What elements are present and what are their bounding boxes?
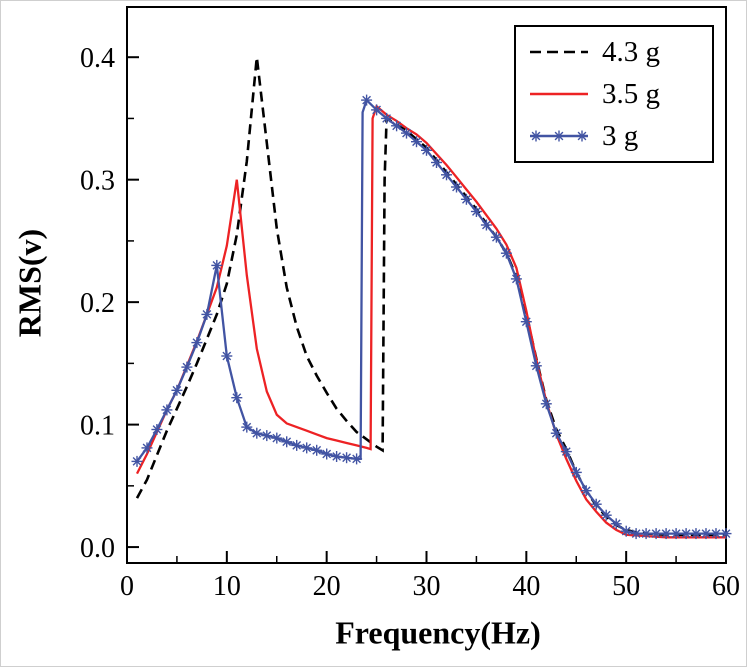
marker-asterisk (721, 529, 731, 538)
marker-asterisk (691, 529, 701, 538)
series-line-3-g (136, 97, 726, 535)
marker-asterisk (272, 433, 282, 443)
y-tick-label: 0.3 (80, 165, 115, 196)
marker-asterisk (531, 131, 541, 141)
marker-asterisk (132, 457, 142, 466)
marker-asterisk (162, 405, 172, 415)
marker-asterisk (382, 114, 391, 123)
marker-asterisk (452, 182, 461, 192)
legend-entry: 3 g (528, 119, 702, 152)
marker-asterisk (621, 526, 631, 536)
marker-asterisk (412, 137, 421, 147)
legend-label: 4.3 g (602, 35, 660, 68)
marker-asterisk (502, 248, 511, 258)
marker-asterisk (512, 274, 521, 284)
legend-line-sample-solid (530, 92, 588, 96)
marker-asterisk (352, 454, 361, 464)
marker-asterisk (292, 441, 302, 450)
x-tick-label: 0 (120, 571, 134, 602)
legend-label: 3.5 g (602, 77, 660, 110)
marker-asterisk (262, 431, 272, 440)
marker-asterisk (711, 529, 721, 538)
marker-asterisk (252, 428, 262, 438)
marker-asterisk (661, 529, 671, 538)
marker-asterisk (701, 529, 711, 538)
x-tick-label: 30 (413, 571, 441, 602)
marker-asterisk (641, 529, 651, 538)
marker-asterisk (651, 529, 661, 538)
x-axis-label: Frequency(Hz) (335, 614, 541, 651)
x-tick-label: 50 (612, 571, 640, 602)
marker-asterisk (631, 529, 641, 538)
marker-asterisk (372, 105, 381, 115)
marker-asterisk (671, 529, 681, 538)
marker-asterisk (561, 447, 571, 456)
x-tick-label: 10 (213, 571, 241, 602)
marker-asterisk (541, 399, 551, 409)
marker-asterisk (322, 449, 332, 459)
series-line-4.3-g (135, 57, 726, 537)
x-tick-label: 60 (712, 571, 740, 602)
legend-line-sample-dashed (530, 50, 588, 54)
marker-asterisk (571, 468, 581, 477)
x-tick-label: 40 (512, 571, 540, 602)
marker-asterisk (392, 121, 401, 131)
marker-asterisk (192, 338, 202, 347)
legend-entry: 4.3 g (528, 35, 702, 68)
marker-asterisk (182, 362, 192, 372)
marker-asterisk (422, 145, 431, 155)
y-tick-label: 0.0 (80, 533, 115, 564)
series-line-3.5-g (135, 104, 726, 539)
marker-asterisk (591, 499, 601, 509)
marker-asterisk (222, 351, 232, 361)
marker-asterisk (601, 510, 611, 520)
marker-asterisk (232, 393, 242, 403)
marker-asterisk (212, 261, 222, 270)
marker-asterisk (462, 194, 471, 204)
marker-asterisk (531, 361, 541, 371)
x-tick-label: 20 (313, 571, 341, 602)
legend-label: 3 g (602, 119, 639, 152)
legend-line-sample-marker (530, 130, 588, 142)
marker-asterisk (282, 437, 292, 447)
marker-asterisk (172, 385, 182, 395)
marker-asterisk (202, 310, 212, 319)
marker-asterisk (312, 445, 322, 455)
marker-asterisk (402, 128, 411, 138)
y-axis-label: RMS(v) (11, 228, 48, 338)
marker-asterisk (362, 95, 371, 105)
marker-asterisk (442, 170, 451, 180)
marker-asterisk (521, 317, 531, 327)
marker-asterisk (681, 529, 691, 538)
marker-asterisk (482, 220, 491, 230)
marker-asterisk (472, 207, 481, 216)
y-tick-label: 0.4 (80, 43, 115, 74)
marker-asterisk (152, 425, 162, 434)
y-tick-label: 0.2 (80, 288, 115, 319)
marker-asterisk (242, 422, 252, 432)
y-tick-label: 0.1 (80, 410, 115, 441)
legend-entry: 3.5 g (528, 77, 702, 110)
legend: 4.3 g 3.5 g 3 g (514, 25, 714, 163)
marker-asterisk (492, 232, 501, 242)
marker-asterisk (342, 453, 351, 463)
marker-asterisk (332, 452, 341, 461)
marker-asterisk (432, 158, 441, 167)
marker-asterisk (554, 131, 564, 141)
marker-asterisk (551, 428, 561, 438)
marker-asterisk (302, 443, 312, 453)
marker-asterisk (577, 131, 587, 141)
marker-asterisk (611, 519, 621, 529)
marker-asterisk (581, 486, 591, 496)
marker-asterisk (142, 443, 152, 453)
